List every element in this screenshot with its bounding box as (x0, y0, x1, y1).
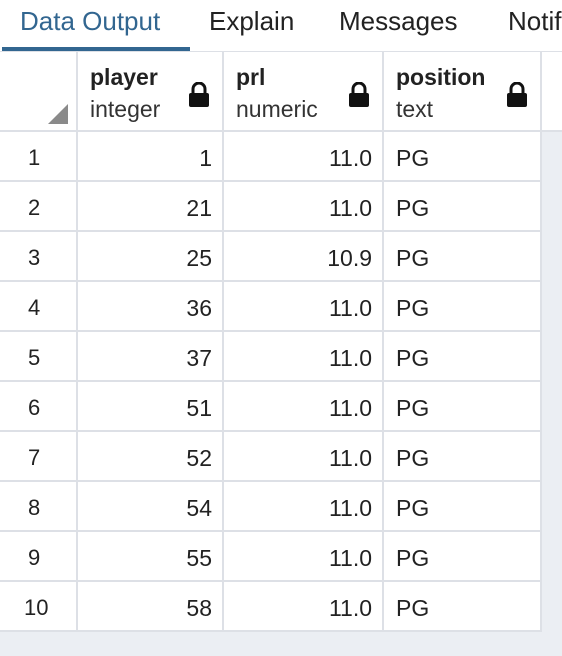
cell-player[interactable]: 36 (78, 282, 224, 332)
column-header-position[interactable]: position text (384, 52, 542, 132)
row-number[interactable]: 10 (0, 582, 78, 632)
cell-player[interactable]: 21 (78, 182, 224, 232)
row-number[interactable]: 9 (0, 532, 78, 582)
row-number[interactable]: 2 (0, 182, 78, 232)
column-header-player[interactable]: player integer (78, 52, 224, 132)
lock-icon (349, 82, 369, 107)
row-number[interactable]: 7 (0, 432, 78, 482)
select-all-corner[interactable] (0, 52, 78, 132)
cell-player[interactable]: 54 (78, 482, 224, 532)
cell-position[interactable]: PG (384, 532, 542, 582)
cell-player[interactable]: 55 (78, 532, 224, 582)
lock-icon (189, 82, 209, 107)
row-number[interactable]: 4 (0, 282, 78, 332)
data-grid: player integer prl numeric position text… (0, 52, 562, 656)
column-type: integer (90, 96, 161, 122)
cell-player[interactable]: 37 (78, 332, 224, 382)
row-number[interactable]: 8 (0, 482, 78, 532)
cell-position[interactable]: PG (384, 432, 542, 482)
header-filler (542, 52, 562, 132)
cell-player[interactable]: 52 (78, 432, 224, 482)
cell-prl[interactable]: 11.0 (224, 332, 384, 382)
column-name: position (396, 64, 486, 90)
cell-position[interactable]: PG (384, 382, 542, 432)
active-tab-indicator (2, 47, 190, 51)
tab-messages[interactable]: Messages (339, 6, 458, 36)
cell-position[interactable]: PG (384, 482, 542, 532)
row-number[interactable]: 1 (0, 132, 78, 182)
cell-prl[interactable]: 11.0 (224, 482, 384, 532)
tab-explain[interactable]: Explain (209, 6, 295, 36)
cell-player[interactable]: 58 (78, 582, 224, 632)
cell-player[interactable]: 25 (78, 232, 224, 282)
column-type: text (396, 96, 434, 122)
lock-icon (507, 82, 527, 107)
cell-position[interactable]: PG (384, 282, 542, 332)
cell-prl[interactable]: 11.0 (224, 132, 384, 182)
cell-position[interactable]: PG (384, 232, 542, 282)
tab-data-output[interactable]: Data Output (20, 6, 161, 36)
cell-position[interactable]: PG (384, 332, 542, 382)
cell-prl[interactable]: 11.0 (224, 182, 384, 232)
cell-prl[interactable]: 11.0 (224, 582, 384, 632)
cell-position[interactable]: PG (384, 182, 542, 232)
cell-prl[interactable]: 11.0 (224, 532, 384, 582)
column-name: prl (236, 64, 266, 90)
row-number[interactable]: 3 (0, 232, 78, 282)
column-header-prl[interactable]: prl numeric (224, 52, 384, 132)
corner-triangle-icon (48, 104, 68, 124)
cell-position[interactable]: PG (384, 582, 542, 632)
cell-player[interactable]: 1 (78, 132, 224, 182)
column-name: player (90, 64, 158, 90)
cell-prl[interactable]: 11.0 (224, 382, 384, 432)
cell-prl[interactable]: 11.0 (224, 432, 384, 482)
cell-prl[interactable]: 10.9 (224, 232, 384, 282)
result-tabbar: Data Output Explain Messages Notificatio… (0, 0, 562, 52)
cell-player[interactable]: 51 (78, 382, 224, 432)
tab-notifications[interactable]: Notifications (508, 6, 562, 36)
cell-position[interactable]: PG (384, 132, 542, 182)
cell-prl[interactable]: 11.0 (224, 282, 384, 332)
row-number[interactable]: 5 (0, 332, 78, 382)
row-number[interactable]: 6 (0, 382, 78, 432)
column-type: numeric (236, 96, 318, 122)
